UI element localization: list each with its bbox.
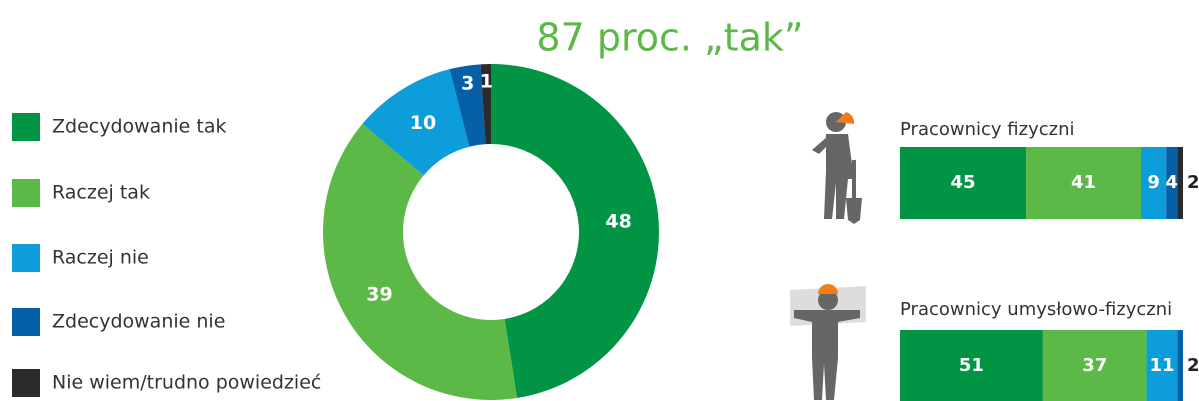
legend-label: Nie wiem/trudno powiedzieć bbox=[52, 372, 321, 394]
bar-segment bbox=[1042, 330, 1147, 401]
legend-swatch bbox=[12, 179, 40, 207]
legend-swatch bbox=[12, 369, 40, 397]
bar-label: 4 bbox=[1166, 172, 1179, 193]
bar-label: 2 bbox=[1187, 172, 1199, 193]
bar-segment bbox=[1026, 147, 1141, 219]
bar-segment bbox=[1140, 147, 1167, 219]
bar-segment bbox=[1177, 330, 1183, 401]
slice-label: 10 bbox=[410, 112, 436, 134]
worker-icon bbox=[812, 112, 862, 224]
bar-group-label: Pracownicy fizyczni bbox=[900, 119, 1074, 140]
donut-slice bbox=[491, 64, 660, 398]
bar-label: 51 bbox=[959, 355, 984, 376]
bar-segment bbox=[900, 147, 1027, 219]
slice-label: 39 bbox=[366, 283, 392, 305]
bar-label: 45 bbox=[951, 172, 976, 193]
bar-segment bbox=[1177, 147, 1183, 219]
donut-slice bbox=[362, 69, 470, 176]
donut-slice bbox=[480, 64, 491, 145]
bar-segment bbox=[1146, 330, 1178, 401]
bar-label: 9 bbox=[1147, 172, 1160, 193]
donut-slice bbox=[322, 123, 518, 401]
slice-label: 3 bbox=[461, 72, 474, 94]
legend-swatch bbox=[12, 244, 40, 272]
legend-swatch bbox=[12, 308, 40, 336]
bar-label: 37 bbox=[1082, 355, 1107, 376]
bar-segment bbox=[1166, 147, 1178, 219]
legend-swatch bbox=[12, 113, 40, 141]
bar-label: 41 bbox=[1071, 172, 1096, 193]
bar-label: 11 bbox=[1149, 355, 1174, 376]
legend-label: Raczej tak bbox=[52, 182, 150, 204]
legend-label: Zdecydowanie tak bbox=[52, 116, 226, 138]
slice-label: 48 bbox=[605, 211, 631, 233]
chart-title: 87 proc. „tak” bbox=[536, 16, 803, 60]
legend-label: Raczej nie bbox=[52, 247, 149, 269]
bar-group-label: Pracownicy umysłowo-fizyczni bbox=[900, 299, 1172, 320]
donut-slice bbox=[449, 64, 486, 147]
bar-segment bbox=[900, 330, 1043, 401]
worker-icon bbox=[790, 284, 866, 400]
bar-label: 2 bbox=[1187, 355, 1199, 376]
legend-label: Zdecydowanie nie bbox=[52, 311, 225, 333]
slice-label: 1 bbox=[480, 71, 493, 93]
